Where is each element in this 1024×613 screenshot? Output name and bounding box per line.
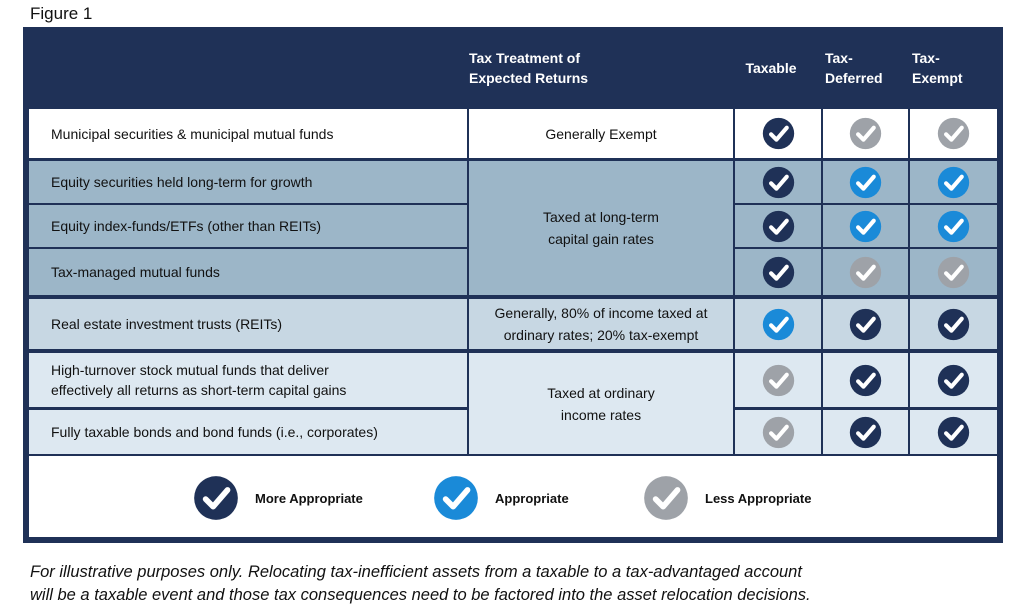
rating-cell <box>823 299 908 349</box>
rating-cell <box>910 410 997 454</box>
footnote: For illustrative purposes only. Relocati… <box>30 563 811 604</box>
rating-cell <box>823 353 908 407</box>
check-icon <box>937 166 970 199</box>
check-icon <box>849 308 882 341</box>
check-icon <box>937 117 970 150</box>
treatment-cell: Generally, 80% of income taxed at ordinar… <box>469 299 733 349</box>
check-icon <box>762 117 795 150</box>
rating-cell <box>735 205 821 247</box>
check-icon <box>937 210 970 243</box>
rating-cell <box>735 299 821 349</box>
rating-cell <box>910 353 997 407</box>
check-icon <box>193 475 255 521</box>
rating-cell <box>910 109 997 158</box>
asset-cell: Real estate investment trusts (REITs) <box>29 299 467 349</box>
check-icon <box>762 166 795 199</box>
check-icon <box>762 308 795 341</box>
legend-label: Less Appropriate <box>705 490 812 506</box>
header-tax-exempt: Tax- Exempt <box>912 50 963 86</box>
check-icon <box>937 308 970 341</box>
check-icon <box>849 117 882 150</box>
rating-cell <box>735 410 821 454</box>
legend-item-less-appropriate: Less Appropriate <box>643 476 811 520</box>
treatment-cell: Taxed at ordinary income rates <box>469 353 733 454</box>
rating-cell <box>823 161 908 203</box>
rating-cell <box>823 410 908 454</box>
legend: More Appropriate Appropriate Less Approp… <box>29 456 997 537</box>
check-icon <box>433 475 495 521</box>
table-header: Tax Treatment of Expected Returns Taxable… <box>23 27 1003 109</box>
asset-cell: Municipal securities & municipal mutual … <box>29 109 467 158</box>
rating-cell <box>910 205 997 247</box>
check-icon <box>849 364 882 397</box>
figure-label: Figure 1 <box>30 4 93 23</box>
rating-cell <box>910 161 997 203</box>
rating-cell <box>823 249 908 295</box>
rating-cell <box>910 299 997 349</box>
rating-cell <box>823 109 908 158</box>
rating-cell <box>735 249 821 295</box>
rating-cell <box>735 109 821 158</box>
asset-cell: Fully taxable bonds and bond funds (i.e.… <box>29 410 467 454</box>
legend-item-more-appropriate: More Appropriate <box>193 476 363 520</box>
rating-cell <box>735 161 821 203</box>
check-icon <box>937 256 970 289</box>
legend-item-appropriate: Appropriate <box>433 476 569 520</box>
check-icon <box>937 416 970 449</box>
check-icon <box>937 364 970 397</box>
check-icon <box>849 256 882 289</box>
asset-cell: Equity index-funds/ETFs (other than REIT… <box>29 205 467 247</box>
check-icon <box>849 416 882 449</box>
asset-cell: High-turnover stock mutual funds that de… <box>29 353 467 407</box>
asset-cell: Equity securities held long-term for gro… <box>29 161 467 203</box>
legend-label: Appropriate <box>495 490 569 506</box>
check-icon <box>762 210 795 243</box>
check-icon <box>762 256 795 289</box>
rating-cell <box>823 205 908 247</box>
rating-cell <box>910 249 997 295</box>
header-tax-treatment: Tax Treatment of Expected Returns <box>469 50 589 86</box>
header-taxable: Taxable <box>745 60 797 76</box>
header-tax-deferred: Tax- Deferred <box>825 50 883 86</box>
check-icon <box>643 475 705 521</box>
check-icon <box>762 364 795 397</box>
treatment-cell: Generally Exempt <box>469 109 733 158</box>
legend-label: More Appropriate <box>255 490 363 506</box>
check-icon <box>762 416 795 449</box>
check-icon <box>849 166 882 199</box>
asset-cell: Tax-managed mutual funds <box>29 249 467 295</box>
comparison-table: Tax Treatment of Expected Returns Taxable… <box>23 27 1003 543</box>
check-icon <box>849 210 882 243</box>
rating-cell <box>735 353 821 407</box>
treatment-cell: Taxed at long-term capital gain rates <box>469 161 733 295</box>
